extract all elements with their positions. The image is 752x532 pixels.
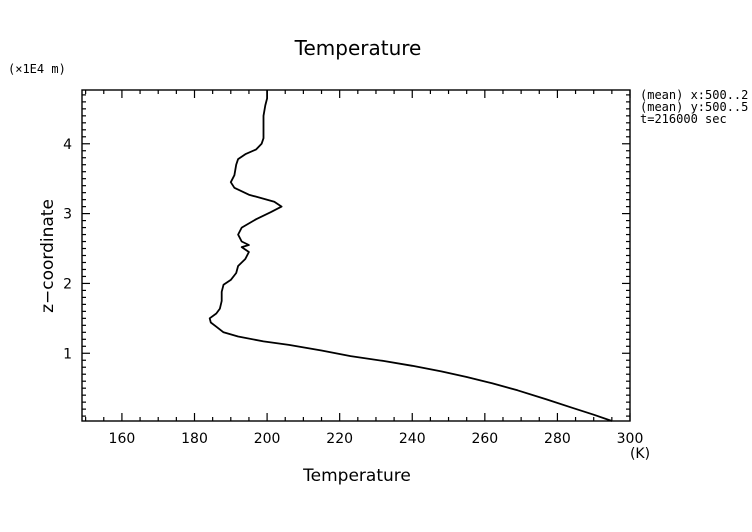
- y-axis-ticks: 1 2 3 4: [63, 94, 630, 417]
- y-tick-label: 1: [63, 346, 72, 362]
- x-tick-label: 180: [181, 431, 208, 447]
- x-axis-label: Temperature: [302, 466, 411, 486]
- x-axis-ticks: 160 180 200 220 240 260 280 300: [85, 90, 644, 447]
- x-tick-label: 280: [544, 431, 571, 447]
- x-tick-label: 260: [471, 431, 498, 447]
- plot-frame: [81, 89, 631, 422]
- annotation-text: (mean) y:500..5: [640, 100, 748, 114]
- y-axis-label: z−coordinate: [38, 199, 58, 313]
- y-tick-label: 2: [63, 276, 72, 292]
- annotations-group: (mean) x:500..2(mean) y:500..5t=216000 s…: [640, 88, 748, 126]
- x-tick-label: 200: [254, 431, 281, 447]
- chart-title: Temperature: [294, 36, 422, 60]
- temperature-series-line: [208, 90, 613, 422]
- x-tick-label: 160: [109, 431, 136, 447]
- annotation-text: t=216000 sec: [640, 112, 727, 126]
- x-unit-label: (K): [630, 446, 650, 462]
- x-tick-label: 220: [326, 431, 353, 447]
- annotation-text: (mean) x:500..2: [640, 88, 748, 102]
- y-tick-label: 4: [63, 137, 72, 153]
- y-unit-label: (×1E4 m): [8, 62, 66, 76]
- y-tick-label: 3: [63, 207, 72, 223]
- x-tick-label: 300: [617, 431, 644, 447]
- series-group: [208, 90, 613, 422]
- x-tick-label: 240: [399, 431, 426, 447]
